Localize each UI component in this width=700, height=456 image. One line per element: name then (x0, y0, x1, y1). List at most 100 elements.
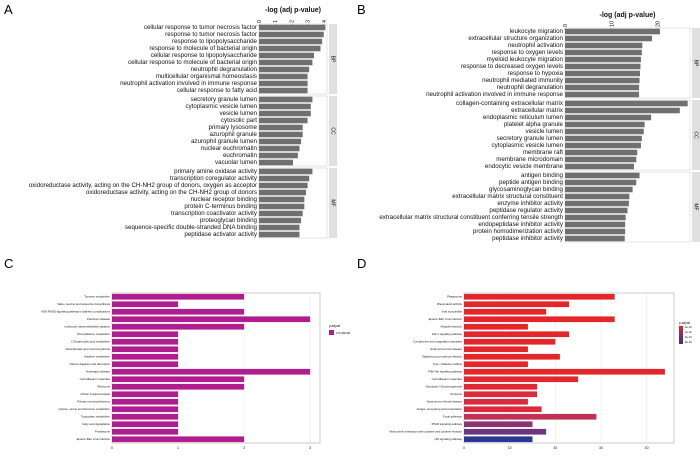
x-tick-label: 0 (111, 446, 113, 450)
bar (259, 87, 308, 94)
category-label: transcription coactivator activity (171, 210, 258, 217)
category-label: Vitamin digestion and absorption (69, 362, 110, 366)
bar (464, 361, 528, 368)
category-label: glycosaminoglycan binding (489, 186, 564, 193)
facet-frame (564, 27, 691, 99)
bar (464, 308, 547, 315)
facet-strip (329, 168, 337, 238)
bar (565, 135, 642, 142)
category-label: Rheumatoid arthritis (437, 302, 463, 306)
bar (259, 175, 310, 182)
bar (259, 168, 313, 175)
category-label: azurophil granule lumen (191, 138, 258, 145)
legend-title: p.adjust (679, 321, 690, 325)
bar (565, 56, 641, 63)
facet-strip (692, 172, 700, 242)
panel-letter-d: D (357, 256, 366, 271)
category-label: Cell adhesion molecules (432, 377, 463, 381)
panel-d-chart: 0 10 20 30 40 Phagosome Rheumatoid arthritis Vi… (389, 292, 692, 450)
category-label: collagen-containing extracellular matrix (456, 100, 564, 107)
x-axis-title: -log (adj p-value) (600, 12, 656, 19)
x-tick-label: 10 (508, 446, 512, 450)
legend-tick-label: 2e-10 (685, 325, 692, 329)
bar (464, 428, 547, 435)
bar (112, 308, 245, 315)
category-label: enzyme inhibitor activity (497, 200, 564, 207)
category-label: Primary immunodeficiency (77, 399, 110, 403)
facet-frame (258, 95, 328, 167)
bar (259, 31, 324, 38)
category-label: myeloid leukocyte migration (487, 56, 564, 63)
bar (259, 80, 308, 87)
category-label: Complement and coagulation cascades (413, 339, 463, 343)
panel-b-chart: -log (adj p-value) 0 10 20 BP leukocyte migra… (379, 12, 700, 243)
category-label: AGE-RAGE signaling pathway in diabetic c… (41, 309, 110, 313)
category-label: C-Dicarboxylic acid metabolism (71, 339, 111, 343)
category-label: Ribosome (97, 384, 110, 388)
category-label: transcription coregulator activity (170, 175, 258, 182)
category-label: Viral myocarditis (442, 309, 463, 313)
bar (464, 331, 569, 338)
bar (112, 361, 179, 368)
category-label: cellular response to molecule of bacteri… (128, 59, 258, 66)
category-label: cytoplasmic vesicle lumen (491, 142, 563, 149)
bar (565, 186, 633, 193)
bar (464, 368, 665, 375)
bar (565, 179, 637, 186)
category-label: Type I diabetes mellitus (433, 362, 463, 366)
bar (259, 117, 308, 124)
bar (259, 196, 305, 203)
bar (565, 42, 643, 49)
category-label: nuclear euchromatin (201, 145, 258, 152)
bar (464, 346, 528, 353)
category-label: extracellular matrix structural constitu… (452, 193, 563, 200)
category-label: extracellular matrix (511, 107, 564, 114)
bar (464, 391, 538, 398)
bar (112, 406, 179, 413)
facet-strip (692, 28, 700, 98)
bar (565, 35, 653, 42)
category-label: extracellular structure organization (468, 35, 563, 42)
facet-frame (564, 99, 691, 171)
category-label: Graft-versus-host disease (430, 347, 462, 351)
category-label: p53 signaling pathway (434, 437, 462, 441)
bar (464, 421, 533, 428)
plot-frame (111, 292, 321, 444)
category-label: Epstein-Barr virus infection (429, 317, 463, 321)
facet-strip (329, 96, 337, 166)
category-label: HIF-1 signaling pathway (432, 332, 463, 336)
category-label: cytoplasmic vesicle lumen (185, 103, 257, 110)
bar (259, 138, 302, 145)
bar (565, 214, 626, 221)
panel-letter-c: C (4, 256, 13, 271)
bar (259, 38, 323, 45)
bar (259, 203, 305, 210)
bar (259, 45, 321, 52)
bar (565, 84, 640, 91)
bar (464, 323, 528, 330)
bar (464, 406, 542, 413)
category-label: proteoglycan binding (200, 217, 258, 224)
bar (464, 398, 528, 405)
bar (464, 338, 556, 345)
legend-value: 0.0105290 (336, 331, 351, 335)
bar (565, 228, 626, 235)
bar (112, 428, 179, 435)
category-label: response to lipopolysaccharide (172, 38, 258, 45)
x-tick-label: 0 (257, 20, 263, 23)
category-label: protein C-terminus binding (184, 203, 257, 210)
bar (112, 376, 245, 383)
facet-frame (258, 167, 328, 239)
x-axis-title: -log (adj p-value) (265, 7, 321, 14)
panel-c-chart: 0 1 2 3 Tyrosine metabolism Valine, leucine a… (41, 292, 351, 450)
category-label: peptidase inhibitor activity (492, 235, 564, 242)
bar (464, 383, 538, 390)
category-label: vacuolar lumen (215, 159, 258, 166)
facet-strip-label: CC (693, 131, 699, 139)
category-label: Leukocyte transendothelial migration (64, 324, 110, 328)
category-label: endoplasmic reticulum lumen (483, 114, 564, 121)
category-label: African trypanosomiasis (80, 392, 110, 396)
category-label: response to decreased oxygen levels (461, 63, 563, 70)
legend-swatch (329, 330, 334, 335)
